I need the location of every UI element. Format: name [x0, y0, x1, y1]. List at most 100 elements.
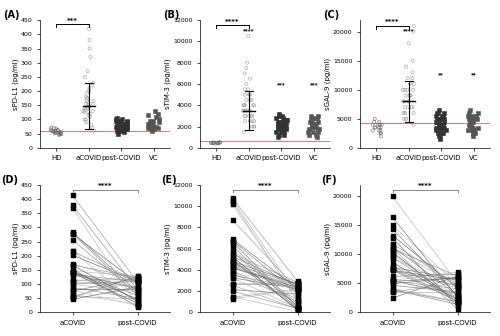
Point: [228, 264, 236, 269]
Point: [58, 131, 66, 137]
Point: [228, 257, 236, 262]
Point: [388, 223, 396, 228]
Point: [470, 133, 478, 139]
Point: [376, 131, 384, 136]
Point: [454, 280, 462, 285]
Point: [294, 297, 302, 303]
Point: [454, 297, 462, 302]
Point: [247, 113, 255, 119]
Point: [80, 108, 88, 114]
Point: [89, 108, 97, 114]
Point: [148, 122, 156, 128]
Point: [402, 64, 410, 69]
Point: [228, 243, 236, 248]
Point: [282, 120, 290, 125]
Point: [134, 296, 141, 302]
Point: [376, 128, 384, 133]
Point: [134, 284, 141, 290]
Point: [308, 122, 316, 127]
Point: [68, 279, 76, 284]
Point: [294, 307, 302, 313]
Point: [454, 278, 462, 283]
Point: [400, 99, 408, 104]
Point: [68, 229, 76, 235]
Point: [68, 230, 76, 236]
Point: [228, 249, 236, 254]
Point: [454, 296, 462, 301]
Point: [86, 111, 94, 117]
Point: [468, 128, 476, 133]
Point: [473, 116, 481, 122]
Point: [115, 127, 123, 132]
Point: [408, 104, 416, 110]
Point: [68, 248, 76, 254]
Point: [228, 265, 236, 270]
Point: [388, 263, 396, 269]
Point: [454, 289, 462, 294]
Point: [144, 121, 152, 126]
Point: [464, 128, 472, 133]
Point: [84, 69, 92, 74]
Point: [86, 46, 94, 51]
Point: [134, 280, 141, 286]
Point: [250, 124, 258, 129]
Point: [68, 279, 76, 284]
Y-axis label: sTIM-3 (pg/ml): sTIM-3 (pg/ml): [165, 59, 172, 109]
Point: [272, 115, 280, 121]
Point: [86, 54, 94, 60]
Point: [454, 290, 462, 296]
Point: [282, 118, 290, 123]
Point: [228, 260, 236, 265]
Point: [442, 128, 450, 133]
Point: [246, 97, 254, 103]
Point: [83, 98, 91, 104]
Point: [68, 287, 76, 292]
Point: [278, 113, 286, 119]
Point: [228, 270, 236, 276]
Point: [274, 134, 282, 140]
Y-axis label: sGAL-9 (pg/ml): sGAL-9 (pg/ml): [325, 222, 332, 275]
Point: [436, 125, 444, 130]
Point: [294, 304, 302, 310]
Point: [134, 293, 141, 298]
Point: [115, 120, 123, 125]
Point: [469, 131, 477, 136]
Point: [310, 129, 318, 134]
Point: [469, 116, 477, 122]
Point: [241, 102, 249, 108]
Point: [388, 252, 396, 257]
Point: [404, 99, 412, 104]
Point: [148, 120, 156, 125]
Point: [454, 283, 462, 288]
Point: [406, 81, 414, 87]
Point: [83, 90, 91, 95]
Point: [134, 275, 141, 281]
Point: [388, 255, 396, 260]
Point: [243, 60, 251, 66]
Point: [248, 97, 256, 103]
Point: [68, 262, 76, 268]
Point: [134, 284, 141, 290]
Point: [294, 280, 302, 285]
Point: [436, 122, 444, 127]
Point: [228, 200, 236, 205]
Point: [400, 116, 408, 122]
Y-axis label: sTIM-3 (pg/ml): sTIM-3 (pg/ml): [165, 223, 172, 274]
Point: [440, 122, 448, 127]
Point: [440, 116, 448, 122]
Point: [434, 110, 442, 116]
Point: [294, 304, 302, 310]
Point: [275, 111, 283, 117]
Point: [388, 241, 396, 246]
Point: [278, 124, 286, 129]
Point: [154, 125, 162, 131]
Point: [216, 140, 224, 145]
Point: [228, 262, 236, 267]
Point: [47, 127, 55, 132]
Point: [472, 113, 480, 119]
Point: [68, 193, 76, 198]
Point: [248, 113, 256, 119]
Point: [228, 247, 236, 252]
Point: [54, 128, 62, 133]
Point: [294, 296, 302, 301]
